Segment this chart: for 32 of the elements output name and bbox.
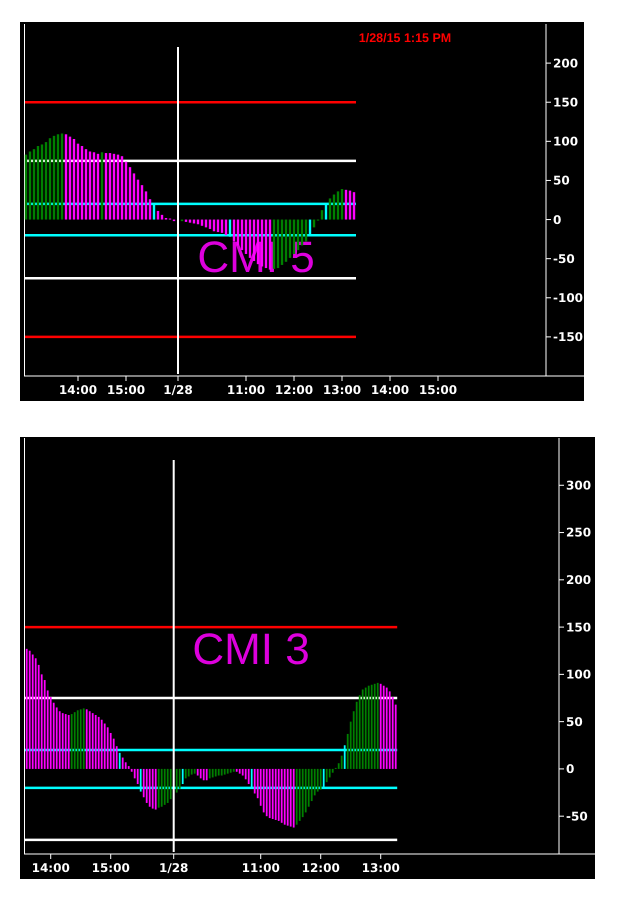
y-tick-label: 300	[566, 478, 592, 492]
y-tick-label: -100	[553, 290, 584, 305]
x-tick-label: 13:00	[322, 383, 362, 397]
y-tick-label: 150	[566, 620, 592, 634]
y-tick-label: 150	[553, 95, 578, 110]
y-tick-label: 50	[553, 174, 570, 188]
x-tick-label: 15:00	[106, 383, 146, 397]
x-tick-label: 1/28	[163, 383, 193, 397]
y-tick-label: 250	[566, 526, 592, 540]
y-tick-label: 0	[553, 212, 562, 227]
y-tick-label: 100	[566, 668, 592, 682]
x-tick-label: 11:00	[226, 383, 266, 397]
x-tick-label: 11:00	[242, 861, 280, 875]
x-tick-label: 12:00	[274, 383, 314, 397]
x-tick-label: 14:00	[58, 383, 98, 397]
y-tick-label: 100	[553, 134, 578, 149]
y-tick-label: -50	[553, 252, 575, 266]
x-tick-label: 15:00	[92, 861, 130, 875]
y-tick-label: -50	[566, 809, 588, 824]
y-tick-label: -150	[553, 330, 584, 344]
x-tick-label: 13:00	[362, 861, 400, 875]
x-tick-label: 14:00	[32, 861, 70, 875]
x-tick-label: 12:00	[302, 861, 340, 875]
y-tick-label: 200	[553, 56, 578, 70]
annotation: 1/28/15 1:15 PM	[358, 31, 452, 45]
x-tick-label: 1/28	[158, 861, 188, 875]
y-tick-label: 200	[566, 573, 592, 588]
y-tick-label: 50	[566, 714, 583, 729]
text: CMI 3	[192, 625, 310, 674]
x-tick-label: 14:00	[370, 383, 410, 397]
x-tick-label: 15:00	[418, 383, 458, 397]
y-tick-label: 0	[566, 762, 574, 776]
